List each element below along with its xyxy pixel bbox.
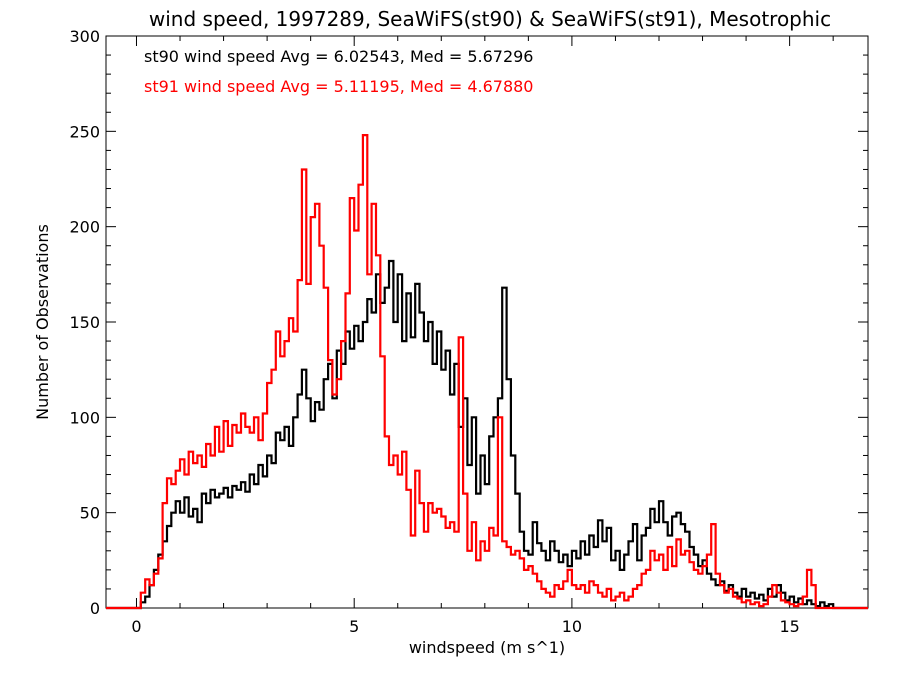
series-line-1 — [106, 134, 868, 610]
x-tick-label: 15 — [779, 617, 799, 636]
y-tick-label: 250 — [69, 122, 100, 141]
y-tick-label: 0 — [90, 599, 100, 618]
x-axis: 0 5 10 15 — [131, 36, 834, 636]
y-tick-label: 200 — [69, 218, 100, 237]
y-tick-label: 150 — [69, 313, 100, 332]
x-tick-label: 10 — [562, 617, 582, 636]
annotation-st91: st91 wind speed Avg = 5.11195, Med = 4.6… — [144, 77, 533, 96]
x-tick-label: 5 — [349, 617, 359, 636]
x-axis-label: windspeed (m s^1) — [409, 638, 565, 657]
annotation-st90: st90 wind speed Avg = 6.02543, Med = 5.6… — [144, 47, 533, 66]
y-axis: 0 50 100 150 200 250 300 — [69, 27, 868, 618]
y-tick-label: 50 — [80, 504, 100, 523]
y-tick-label: 100 — [69, 408, 100, 427]
y-tick-label: 300 — [69, 27, 100, 46]
chart-title: wind speed, 1997289, SeaWiFS(st90) & Sea… — [149, 7, 831, 31]
plot-area — [106, 134, 868, 610]
plot-frame — [105, 35, 869, 609]
y-axis-label: Number of Observations — [33, 224, 52, 420]
x-tick-label: 0 — [131, 617, 141, 636]
